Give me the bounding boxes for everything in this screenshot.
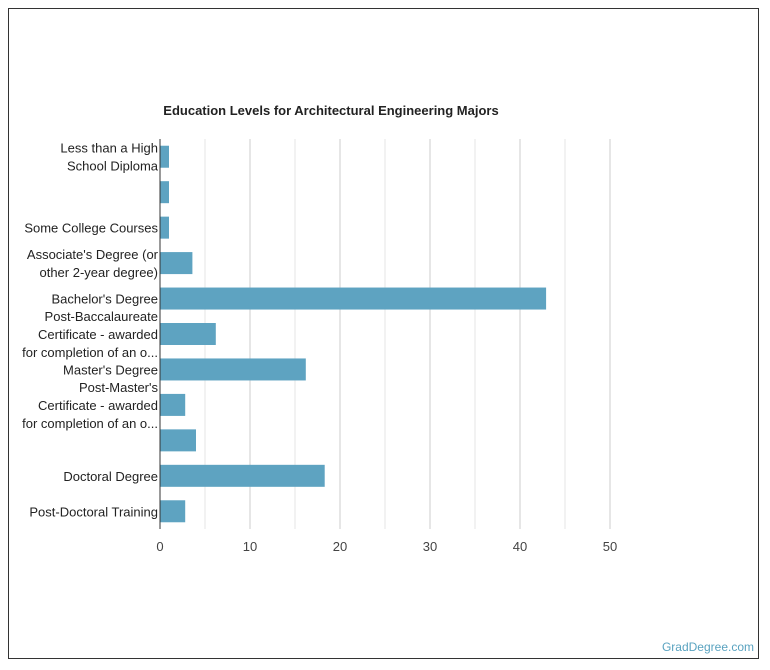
bar: [160, 358, 306, 381]
bar: [160, 500, 186, 523]
bar: [160, 429, 196, 452]
category-label: for completion of an o...: [22, 345, 158, 360]
bar: [160, 464, 325, 487]
bar: [160, 393, 186, 416]
x-tick-label: 10: [243, 539, 257, 554]
x-tick-label: 30: [423, 539, 437, 554]
bar-chart: Education Levels for Architectural Engin…: [22, 103, 617, 554]
x-tick-label: 50: [603, 539, 617, 554]
chart-frame: Education Levels for Architectural Engin…: [8, 8, 759, 659]
category-label: School Diploma: [67, 159, 159, 174]
category-label: Associate's Degree (or: [27, 247, 159, 262]
category-label: Post-Doctoral Training: [29, 504, 158, 519]
bar: [160, 252, 193, 275]
category-label: Some College Courses: [24, 221, 158, 236]
bar: [160, 287, 547, 310]
category-label: Doctoral Degree: [63, 469, 158, 484]
category-label: for completion of an o...: [22, 416, 158, 431]
category-label: Certificate - awarded: [38, 327, 158, 342]
x-tick-label: 0: [156, 539, 163, 554]
category-label: other 2-year degree): [39, 265, 158, 280]
category-label: Post-Master's: [79, 380, 159, 395]
category-label: Master's Degree: [63, 362, 158, 377]
bar: [160, 181, 169, 204]
bar: [160, 323, 216, 345]
category-label: Certificate - awarded: [38, 398, 158, 413]
category-label: Less than a High: [60, 141, 158, 156]
chart-title: Education Levels for Architectural Engin…: [163, 103, 498, 118]
category-label: Post-Baccalaureate: [45, 309, 158, 324]
bar: [160, 216, 169, 239]
category-label: Bachelor's Degree: [51, 292, 158, 307]
x-tick-label: 40: [513, 539, 527, 554]
x-tick-label: 20: [333, 539, 347, 554]
bar: [160, 145, 169, 168]
brand-link[interactable]: GradDegree.com: [661, 640, 754, 654]
